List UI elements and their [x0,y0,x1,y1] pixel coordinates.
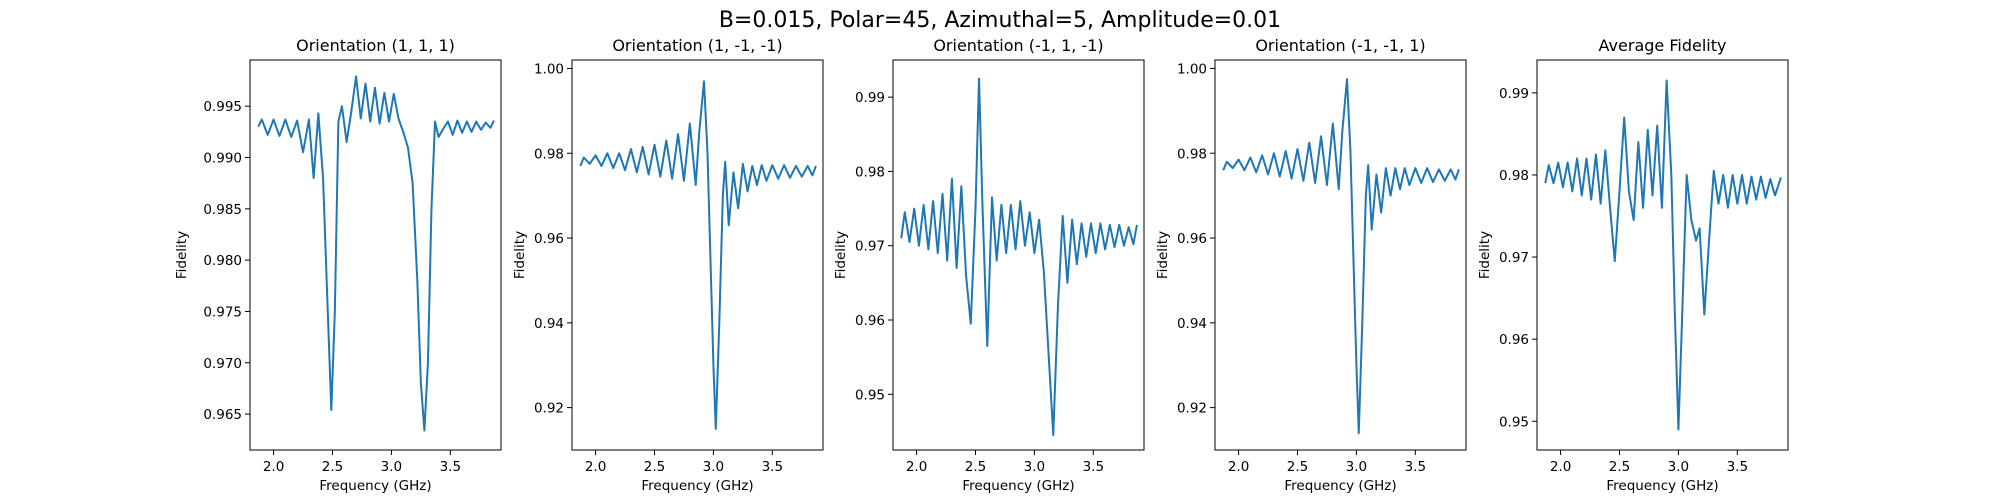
y-tick-label: 0.98 [1499,168,1529,184]
y-tick-label: 0.985 [203,202,242,218]
y-tick-label: 0.97 [855,239,885,255]
x-tick-label: 2.5 [322,459,343,475]
y-tick-label: 0.94 [534,316,564,332]
y-tick-label: 0.970 [203,356,242,372]
x-tick-label: 2.5 [1609,459,1630,475]
subplot-title: Orientation (1, -1, -1) [612,36,782,55]
subplot-4: Orientation (-1, -1, 1) 2.0 2.5 3.0 3.5 0.92 0… [1155,36,1467,494]
y-axis-label: Fidelity [1155,231,1171,279]
axes-frame [1536,59,1789,451]
y-axis-label: Fidelity [1477,231,1493,279]
y-tick-label: 0.92 [1177,401,1207,417]
subplot-title: Orientation (1, 1, 1) [296,36,455,55]
x-tick-label: 3.5 [440,459,461,475]
y-tick-label: 1.00 [1177,61,1207,77]
y-axis-label: Fidelity [174,231,190,279]
y-tick-label: 0.95 [855,387,885,403]
x-tick-label: 3.5 [1727,459,1748,475]
x-tick-label: 3.0 [1668,459,1689,475]
plot-area [1537,60,1788,450]
x-tick-label: 3.0 [381,459,402,475]
subplot-title: Orientation (-1, -1, 1) [1255,36,1425,55]
subplot-1: Orientation (1, 1, 1) 2.0 2.5 3.0 3.5 0.965 0.… [174,36,502,494]
x-tick-label: 2.5 [965,459,986,475]
y-tick-label: 1.00 [534,61,564,77]
y-tick-label: 0.995 [203,99,242,115]
y-tick-label: 0.980 [203,253,242,269]
plot-area [572,60,823,450]
y-tick-label: 0.98 [534,146,564,162]
y-axis-label: Fidelity [833,231,849,279]
plot-area [250,60,501,450]
y-tick-label: 0.92 [534,401,564,417]
subplot-5: Average Fidelity 2.0 2.5 3.0 3.5 0.95 0.96 0.97… [1477,36,1789,494]
x-axis-label: Frequency (GHz) [962,478,1074,494]
plot-area [1215,60,1466,450]
x-tick-label: 2.5 [1287,459,1308,475]
figure-suptitle: B=0.015, Polar=45, Azimuthal=5, Amplitud… [719,8,1281,33]
y-tick-label: 0.97 [1499,250,1529,266]
y-tick-label: 0.98 [855,164,885,180]
subplot-2: Orientation (1, -1, -1) 2.0 2.5 3.0 3.5 0.92 0… [512,36,824,494]
series-line [900,77,1138,437]
subplot-title: Average Fidelity [1599,36,1727,55]
y-tick-label: 0.990 [203,151,242,167]
x-tick-label: 3.0 [703,459,724,475]
y-tick-label: 0.975 [203,304,242,320]
x-tick-label: 2.0 [1550,459,1571,475]
y-tick-label: 0.965 [203,407,242,423]
series-line [257,75,495,432]
y-tick-label: 0.94 [1177,316,1207,332]
series-line [579,80,817,430]
y-tick-label: 0.96 [534,231,564,247]
subplots: Orientation (1, 1, 1) 2.0 2.5 3.0 3.5 0.965 0.… [174,36,1789,494]
x-axis-label: Frequency (GHz) [1606,478,1718,494]
x-axis-label: Frequency (GHz) [1284,478,1396,494]
series-line [1544,79,1782,431]
x-axis-label: Frequency (GHz) [319,478,431,494]
x-tick-label: 3.0 [1024,459,1045,475]
subplot-3: Orientation (-1, 1, -1) 2.0 2.5 3.0 3.5 0.95 0… [833,36,1145,494]
plot-area [893,60,1144,450]
x-tick-label: 2.5 [644,459,665,475]
x-tick-label: 2.0 [1228,459,1249,475]
x-tick-label: 2.0 [263,459,284,475]
x-tick-label: 2.0 [585,459,606,475]
y-tick-label: 0.95 [1499,414,1529,430]
y-tick-label: 0.99 [855,90,885,106]
y-axis-label: Fidelity [512,231,528,279]
x-tick-label: 3.5 [1083,459,1104,475]
x-tick-label: 2.0 [906,459,927,475]
x-tick-label: 3.5 [762,459,783,475]
axes-frame [571,59,824,451]
axes-frame [249,59,502,451]
x-axis-label: Frequency (GHz) [641,478,753,494]
y-tick-label: 0.99 [1499,86,1529,102]
y-tick-label: 0.98 [1177,146,1207,162]
y-tick-label: 0.96 [855,313,885,329]
y-tick-label: 0.96 [1177,231,1207,247]
axes-frame [1214,59,1467,451]
x-tick-label: 3.0 [1346,459,1367,475]
subplot-title: Orientation (-1, 1, -1) [933,36,1103,55]
axes-frame [892,59,1145,451]
series-line [1222,78,1460,435]
x-tick-label: 3.5 [1405,459,1426,475]
y-tick-label: 0.96 [1499,332,1529,348]
